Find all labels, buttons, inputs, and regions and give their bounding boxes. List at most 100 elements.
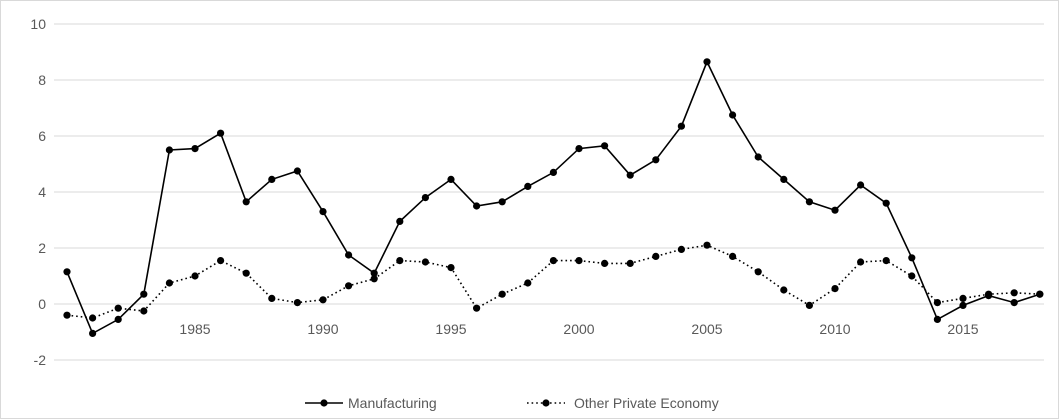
other-private-economy-point [63, 311, 71, 319]
other-private-economy-point [549, 257, 558, 265]
manufacturing-point [677, 122, 686, 130]
legend-label: Manufacturing [348, 395, 437, 411]
other-private-economy-point [908, 272, 916, 280]
manufacturing-point [370, 269, 378, 277]
manufacturing-point [191, 145, 199, 153]
x-axis-tick-labels: 1985 1990 1995 2000 2005 2010 2015 [179, 321, 978, 337]
y-tick-label: 6 [38, 128, 46, 144]
other-private-economy-point [703, 241, 711, 249]
manufacturing-point [268, 175, 276, 183]
manufacturing-point [421, 194, 429, 202]
x-tick-label: 2015 [947, 321, 978, 337]
legend-swatch-marker [542, 399, 550, 407]
manufacturing-point [319, 208, 327, 216]
other-private-economy-point [242, 269, 250, 277]
other-private-economy-point [805, 301, 814, 309]
y-tick-label: 10 [30, 16, 46, 32]
manufacturing-point [114, 315, 122, 323]
legend: Manufacturing Other Private Economy [305, 395, 719, 411]
x-tick-label: 1995 [435, 321, 466, 337]
other-private-economy-point [293, 299, 301, 307]
other-private-economy-point [1036, 290, 1044, 298]
manufacturing-point [473, 202, 481, 210]
other-private-economy-point [933, 299, 942, 307]
manufacturing-point [345, 251, 353, 259]
manufacturing-point [498, 198, 506, 206]
manufacturing-point [626, 171, 634, 179]
other-private-economy-point [882, 257, 890, 265]
manufacturing-point [908, 254, 916, 262]
other-private-economy-point [729, 252, 737, 260]
y-tick-label: 8 [38, 72, 46, 88]
other-private-economy-point [601, 259, 609, 267]
series-lines [63, 58, 1044, 337]
other-private-economy-point [421, 258, 429, 266]
x-tick-label: 2000 [563, 321, 594, 337]
other-private-economy-point [370, 275, 378, 283]
other-private-economy-point [677, 245, 686, 253]
other-private-economy-point [217, 257, 225, 265]
x-tick-label: 2005 [691, 321, 722, 337]
manufacturing-point [729, 111, 737, 119]
other-private-economy-point [524, 279, 532, 287]
other-private-economy-point [626, 259, 634, 267]
other-private-economy-line [66, 244, 1040, 319]
manufacturing-point [831, 206, 839, 214]
other-private-economy-point [396, 257, 404, 265]
manufacturing-point [140, 290, 148, 298]
manufacturing-line [66, 59, 1041, 335]
legend-swatch-marker [320, 399, 328, 407]
other-private-economy-point [473, 304, 481, 312]
other-private-economy-point [447, 264, 455, 272]
manufacturing-point [89, 329, 97, 337]
y-tick-label: 0 [38, 296, 46, 312]
other-private-economy-point [857, 258, 865, 266]
manufacturing-point [549, 168, 558, 176]
x-tick-label: 2010 [819, 321, 850, 337]
other-private-economy-point [191, 272, 199, 280]
other-private-economy-point [114, 304, 122, 312]
other-private-economy-point [959, 294, 967, 302]
gridlines [54, 23, 1044, 361]
other-private-economy-point [319, 296, 327, 304]
manufacturing-point [805, 198, 814, 206]
y-tick-label: 2 [38, 240, 46, 256]
y-tick-label: 4 [38, 184, 46, 200]
other-private-economy-point [498, 290, 506, 298]
manufacturing-point [293, 167, 301, 175]
other-private-economy-point [89, 314, 97, 322]
x-tick-label: 1990 [307, 321, 338, 337]
other-private-economy-point [575, 257, 583, 265]
other-private-economy-point [652, 252, 660, 260]
other-private-economy-point [1010, 289, 1018, 297]
other-private-economy-point [780, 286, 788, 294]
other-private-economy-point [345, 282, 353, 290]
manufacturing-point [933, 315, 942, 323]
other-private-economy-point [268, 294, 276, 302]
other-private-economy-point [985, 290, 993, 298]
manufacturing-point [217, 129, 225, 137]
manufacturing-point [524, 182, 532, 190]
other-private-economy-point [140, 307, 148, 315]
manufacturing-point [780, 175, 788, 183]
manufacturing-point [396, 217, 404, 225]
other-private-economy-point [754, 268, 762, 276]
manufacturing-point [703, 58, 711, 66]
manufacturing-point [882, 199, 890, 207]
manufacturing-point [959, 301, 967, 309]
y-tick-label: -2 [34, 352, 47, 368]
manufacturing-point [652, 156, 660, 164]
manufacturing-point [575, 145, 583, 153]
manufacturing-point [1010, 299, 1018, 307]
y-axis-tick-labels: -2 0 2 4 6 8 10 [30, 16, 46, 368]
manufacturing-point [754, 153, 762, 161]
manufacturing-point [857, 181, 865, 189]
legend-label: Other Private Economy [574, 395, 719, 411]
manufacturing-point [601, 142, 609, 150]
other-private-economy-point [831, 285, 839, 293]
manufacturing-point [165, 146, 173, 154]
manufacturing-point [242, 198, 250, 206]
manufacturing-point [63, 268, 71, 276]
